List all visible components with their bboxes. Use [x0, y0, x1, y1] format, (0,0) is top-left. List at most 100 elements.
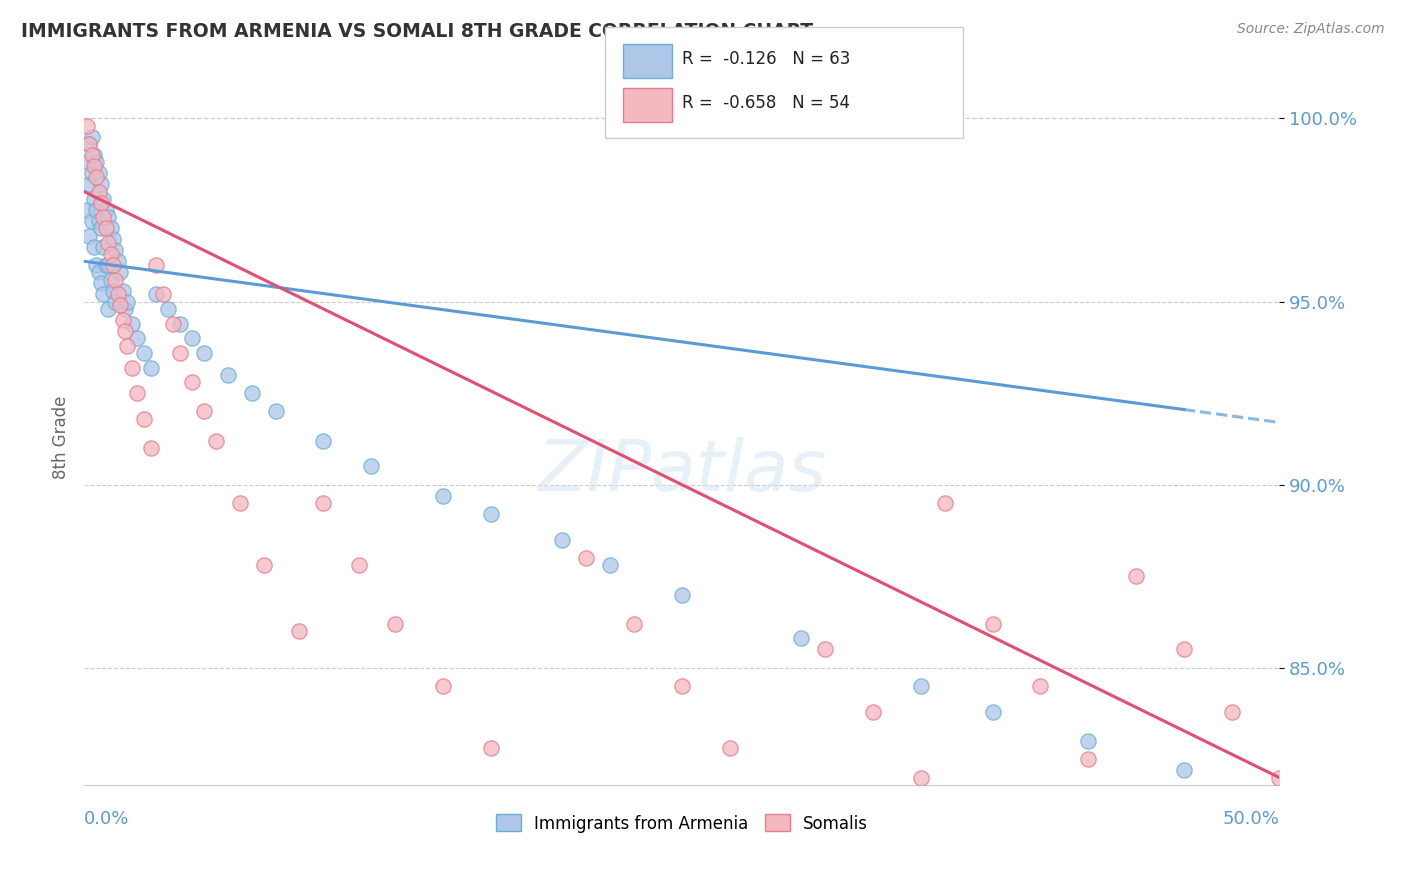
- Point: [86, 258, 108, 272]
- Point: [671, 588, 693, 602]
- Point: [104, 272, 127, 286]
- Point: [181, 331, 204, 345]
- Point: [157, 301, 180, 316]
- Point: [86, 170, 108, 185]
- Point: [132, 411, 156, 425]
- Point: [981, 616, 1004, 631]
- Point: [479, 507, 502, 521]
- Point: [83, 192, 105, 206]
- Point: [288, 624, 311, 639]
- Point: [264, 404, 287, 418]
- Point: [125, 386, 148, 401]
- Point: [107, 287, 129, 301]
- Point: [1173, 764, 1195, 778]
- Point: [76, 202, 98, 217]
- Point: [87, 214, 110, 228]
- Point: [97, 301, 120, 316]
- Point: [671, 679, 693, 693]
- Point: [110, 298, 132, 312]
- Point: [77, 228, 100, 243]
- Point: [97, 235, 120, 250]
- Point: [193, 404, 215, 418]
- Point: [479, 741, 502, 756]
- Point: [575, 550, 598, 565]
- Point: [132, 346, 156, 360]
- Point: [169, 317, 191, 331]
- Point: [93, 211, 115, 225]
- Point: [97, 258, 120, 272]
- Point: [114, 324, 136, 338]
- Point: [100, 247, 122, 261]
- Point: [90, 195, 112, 210]
- Point: [181, 375, 204, 389]
- Point: [1077, 752, 1099, 766]
- Point: [349, 558, 371, 573]
- Point: [718, 741, 741, 756]
- Point: [101, 232, 124, 246]
- Point: [862, 705, 884, 719]
- Point: [94, 258, 117, 272]
- Point: [910, 679, 932, 693]
- Point: [83, 159, 105, 173]
- Point: [93, 240, 115, 254]
- Text: 50.0%: 50.0%: [1223, 810, 1279, 828]
- Point: [551, 533, 574, 547]
- Point: [814, 642, 837, 657]
- Point: [141, 360, 163, 375]
- Text: 0.0%: 0.0%: [84, 810, 129, 828]
- Point: [104, 294, 127, 309]
- Point: [87, 166, 110, 180]
- Point: [193, 346, 215, 360]
- Point: [90, 277, 112, 291]
- Point: [80, 129, 103, 144]
- Point: [432, 489, 454, 503]
- Point: [527, 800, 550, 814]
- Point: [145, 258, 167, 272]
- Point: [114, 301, 136, 316]
- Point: [93, 287, 115, 301]
- Point: [90, 221, 112, 235]
- Point: [83, 148, 105, 162]
- Point: [152, 287, 174, 301]
- Point: [86, 155, 108, 169]
- Point: [432, 679, 454, 693]
- Point: [111, 313, 134, 327]
- Point: [104, 244, 127, 258]
- Point: [87, 265, 110, 279]
- Point: [90, 178, 112, 192]
- Point: [125, 331, 148, 345]
- Point: [217, 368, 239, 382]
- Text: R =  -0.126   N = 63: R = -0.126 N = 63: [682, 50, 851, 68]
- Point: [1268, 771, 1291, 785]
- Point: [83, 240, 105, 254]
- Point: [117, 294, 139, 309]
- Point: [77, 137, 100, 152]
- Point: [599, 558, 621, 573]
- Point: [790, 632, 813, 646]
- Point: [240, 386, 263, 401]
- Point: [384, 616, 406, 631]
- Point: [77, 178, 100, 192]
- Point: [121, 317, 143, 331]
- Point: [101, 258, 124, 272]
- Point: [1173, 642, 1195, 657]
- Point: [100, 272, 122, 286]
- Point: [100, 221, 122, 235]
- Point: [253, 558, 276, 573]
- Point: [169, 346, 191, 360]
- Text: R =  -0.658   N = 54: R = -0.658 N = 54: [682, 95, 849, 112]
- Point: [76, 119, 98, 133]
- Point: [229, 496, 252, 510]
- Point: [77, 137, 100, 152]
- Point: [94, 221, 117, 235]
- Point: [312, 496, 335, 510]
- Y-axis label: 8th Grade: 8th Grade: [52, 395, 70, 479]
- Point: [360, 459, 382, 474]
- Point: [312, 434, 335, 448]
- Point: [981, 705, 1004, 719]
- Point: [623, 616, 645, 631]
- Text: ZIPatlas: ZIPatlas: [537, 437, 827, 507]
- Point: [97, 211, 120, 225]
- Point: [111, 284, 134, 298]
- Point: [205, 434, 228, 448]
